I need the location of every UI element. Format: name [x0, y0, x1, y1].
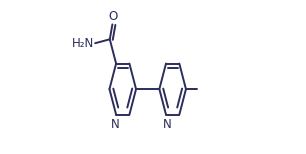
Text: N: N: [163, 118, 172, 131]
Text: O: O: [109, 10, 118, 23]
Text: N: N: [110, 118, 119, 131]
Text: H₂N: H₂N: [72, 37, 94, 50]
